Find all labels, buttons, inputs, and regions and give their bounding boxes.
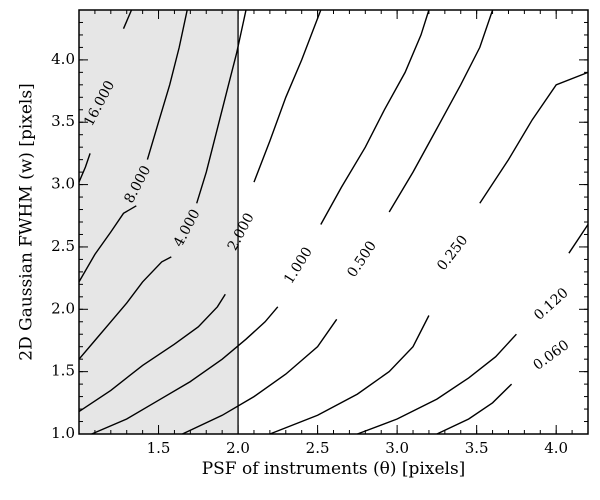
contour-lines — [78, 9, 589, 435]
contour-line-0-500 — [182, 318, 338, 435]
contour-line-0-250 — [269, 315, 430, 435]
x-tick-label: 2.0 — [226, 439, 250, 457]
x-tick-label: 2.5 — [306, 439, 330, 457]
contour-line-2-000 — [78, 293, 226, 413]
contour-line-0-120 — [357, 333, 517, 435]
y-axis-label: 2D Gaussian FWHM (w) [pixels] — [17, 83, 37, 360]
contour-label: 0.500 — [344, 238, 380, 280]
x-tick-label: 1.5 — [147, 439, 171, 457]
contour-line-8-000 — [78, 205, 137, 283]
contour-line-1-000 — [320, 9, 430, 225]
y-tick-label: 3.0 — [51, 175, 75, 193]
contour-line-0-120 — [568, 224, 589, 254]
tick-labels: 1.5 2.0 2.5 3.0 3.5 4.0 1.0 1.5 2.0 2.5 3.0 3.5 4.0 — [51, 50, 568, 457]
contour-line-1-000 — [91, 306, 279, 435]
contour-line-0-250 — [479, 71, 589, 204]
y-tick-label: 1.5 — [51, 362, 75, 380]
contour-label: 0.060 — [530, 337, 572, 374]
x-tick-label: 4.0 — [544, 439, 568, 457]
y-tick-label: 2.0 — [51, 299, 75, 317]
shaded-area — [79, 10, 239, 434]
x-tick-label: 3.5 — [465, 439, 489, 457]
y-tick-label: 2.5 — [51, 237, 75, 255]
contour-line-16-000 — [78, 153, 91, 183]
shaded-region — [79, 10, 239, 434]
contour-line-4-000 — [78, 256, 172, 360]
contour-line-2-000 — [253, 9, 322, 183]
contour-line-16-000 — [122, 9, 133, 29]
contour-line-4-000 — [196, 9, 247, 204]
contour-line-0-060 — [436, 383, 513, 435]
contour-label: 0.120 — [531, 285, 572, 324]
contour-line-8-000 — [146, 9, 188, 160]
x-axis-label: PSF of instruments (θ) [pixels] — [202, 459, 466, 479]
y-tick-label: 3.5 — [51, 112, 75, 130]
x-tick-label: 3.0 — [385, 439, 409, 457]
axes-frame — [78, 9, 589, 435]
contour-label: 0.250 — [434, 232, 471, 273]
contour-label: 1.000 — [281, 244, 316, 286]
plot-frame — [78, 9, 589, 435]
contour-line-0-500 — [388, 9, 494, 213]
y-tick-label: 4.0 — [51, 50, 75, 68]
y-tick-label: 1.0 — [51, 424, 75, 442]
